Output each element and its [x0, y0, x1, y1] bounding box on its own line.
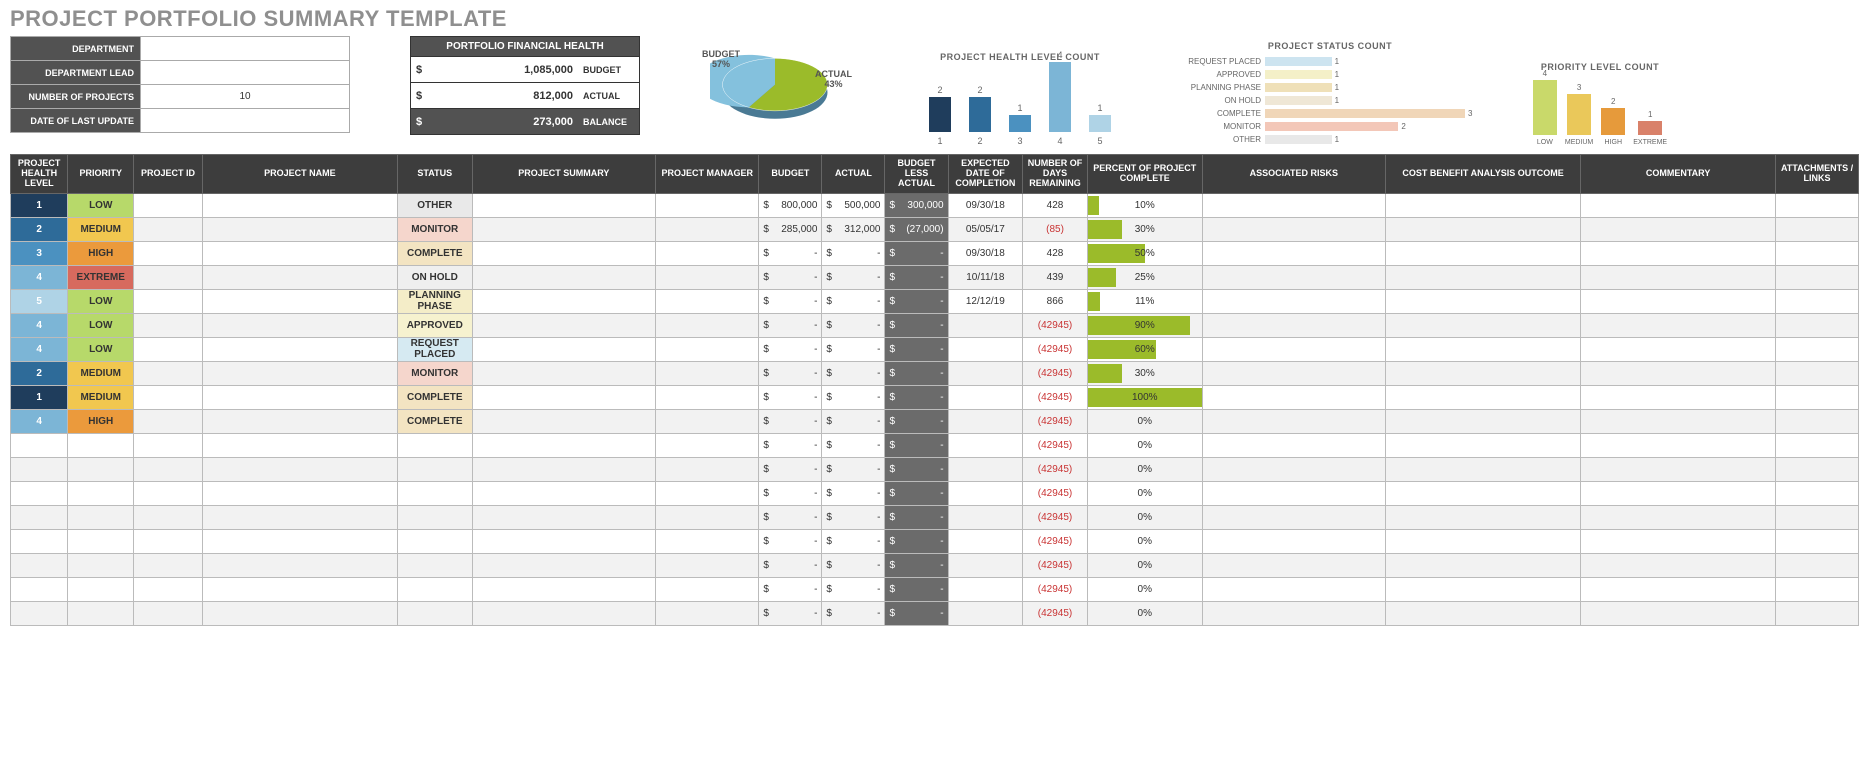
table-row[interactable]: 1 LOW OTHER $800,000 $500,000 $300,000 0… — [11, 193, 1859, 217]
status-bar-item: APPROVED 1 — [1180, 68, 1480, 81]
fin-balance-lbl: BALANCE — [579, 117, 639, 127]
health-bar-item: 2 1 — [929, 85, 951, 146]
table-row[interactable]: 4 EXTREME ON HOLD $- $- $- 10/11/18 439 … — [11, 265, 1859, 289]
info-label-date: DATE OF LAST UPDATE — [11, 109, 141, 133]
info-value-dept[interactable] — [141, 37, 350, 61]
status-bar-item: MONITOR 2 — [1180, 120, 1480, 133]
priority-bar-chart: PRIORITY LEVEL COUNT 4 LOW 3 MEDIUM 2 HI… — [1520, 62, 1680, 146]
status-bar-item: REQUEST PLACED 1 — [1180, 55, 1480, 68]
priority-bar-item: 4 LOW — [1533, 69, 1557, 146]
project-grid[interactable]: PROJECT HEALTH LEVELPRIORITYPROJECT IDPR… — [10, 154, 1859, 626]
column-header[interactable]: PROJECT SUMMARY — [472, 155, 656, 194]
column-header[interactable]: NUMBER OF DAYS REMAINING — [1023, 155, 1088, 194]
pie-chart: BUDGET57% ACTUAL43% — [690, 36, 860, 146]
priority-bar-item: 3 MEDIUM — [1565, 83, 1593, 146]
column-header[interactable]: STATUS — [397, 155, 472, 194]
info-label-num: NUMBER OF PROJECTS — [11, 85, 141, 109]
health-chart-title: PROJECT HEALTH LEVEL COUNT — [900, 52, 1140, 62]
status-chart-title: PROJECT STATUS COUNT — [1180, 41, 1480, 51]
table-row[interactable]: $- $- $- (42945) 0% — [11, 481, 1859, 505]
column-header[interactable]: ACTUAL — [822, 155, 885, 194]
table-row[interactable]: 3 HIGH COMPLETE $- $- $- 09/30/18 428 50… — [11, 241, 1859, 265]
status-bar-item: PLANNING PHASE 1 — [1180, 81, 1480, 94]
priority-bar-item: 2 HIGH — [1601, 97, 1625, 147]
fin-budget-val: 1,085,000 — [427, 64, 579, 76]
fin-balance-val: 273,000 — [427, 116, 579, 128]
column-header[interactable]: ASSOCIATED RISKS — [1202, 155, 1386, 194]
table-row[interactable]: 5 LOW PLANNING PHASE $- $- $- 12/12/19 8… — [11, 289, 1859, 313]
column-header[interactable]: PERCENT OF PROJECT COMPLETE — [1087, 155, 1202, 194]
info-value-date[interactable] — [141, 109, 350, 133]
status-bar-item: COMPLETE 3 — [1180, 107, 1480, 120]
fin-actual-val: 812,000 — [427, 90, 579, 102]
table-row[interactable]: $- $- $- (42945) 0% — [11, 529, 1859, 553]
health-bar-item: 2 2 — [969, 85, 991, 146]
health-bar-item: 1 5 — [1089, 103, 1111, 147]
financial-block: PORTFOLIO FINANCIAL HEALTH $1,085,000BUD… — [410, 36, 640, 135]
fin-budget-lbl: BUDGET — [579, 65, 639, 75]
column-header[interactable]: PRIORITY — [68, 155, 134, 194]
info-label-lead: DEPARTMENT LEAD — [11, 61, 141, 85]
table-row[interactable]: 2 MEDIUM MONITOR $- $- $- (42945) 30% — [11, 361, 1859, 385]
column-header[interactable]: PROJECT MANAGER — [656, 155, 759, 194]
column-header[interactable]: COST BENEFIT ANALYSIS OUTCOME — [1386, 155, 1581, 194]
table-row[interactable]: 4 LOW REQUEST PLACED $- $- $- (42945) 60… — [11, 337, 1859, 361]
health-bar-item: 4 4 — [1049, 50, 1071, 146]
info-table: DEPARTMENT DEPARTMENT LEAD NUMBER OF PRO… — [10, 36, 350, 133]
fin-actual-lbl: ACTUAL — [579, 91, 639, 101]
column-header[interactable]: EXPECTED DATE OF COMPLETION — [948, 155, 1023, 194]
column-header[interactable]: PROJECT NAME — [202, 155, 397, 194]
column-header[interactable]: PROJECT ID — [134, 155, 203, 194]
column-header[interactable]: COMMENTARY — [1581, 155, 1776, 194]
info-value-num[interactable]: 10 — [141, 85, 350, 109]
page-title: PROJECT PORTFOLIO SUMMARY TEMPLATE — [10, 6, 1859, 32]
info-label-dept: DEPARTMENT — [11, 37, 141, 61]
priority-bar-item: 1 EXTREME — [1633, 110, 1667, 146]
column-header[interactable]: BUDGET — [759, 155, 822, 194]
table-row[interactable]: $- $- $- (42945) 0% — [11, 433, 1859, 457]
table-row[interactable]: $- $- $- (42945) 0% — [11, 457, 1859, 481]
info-value-lead[interactable] — [141, 61, 350, 85]
table-row[interactable]: 4 HIGH COMPLETE $- $- $- (42945) 0% — [11, 409, 1859, 433]
table-row[interactable]: 2 MEDIUM MONITOR $285,000 $312,000 $(27,… — [11, 217, 1859, 241]
table-row[interactable]: 1 MEDIUM COMPLETE $- $- $- (42945) 100% — [11, 385, 1859, 409]
health-bar-chart: PROJECT HEALTH LEVEL COUNT 2 1 2 2 1 3 4… — [900, 52, 1140, 146]
status-bar-item: ON HOLD 1 — [1180, 94, 1480, 107]
table-row[interactable]: $- $- $- (42945) 0% — [11, 553, 1859, 577]
financial-title: PORTFOLIO FINANCIAL HEALTH — [410, 36, 640, 57]
table-row[interactable]: $- $- $- (42945) 0% — [11, 601, 1859, 625]
table-row[interactable]: $- $- $- (42945) 0% — [11, 505, 1859, 529]
status-bar-chart: PROJECT STATUS COUNT REQUEST PLACED 1 AP… — [1180, 41, 1480, 146]
table-row[interactable]: $- $- $- (42945) 0% — [11, 577, 1859, 601]
health-bar-item: 1 3 — [1009, 103, 1031, 147]
column-header[interactable]: ATTACHMENTS / LINKS — [1776, 155, 1859, 194]
pie-label-budget: BUDGET57% — [702, 50, 740, 70]
status-bar-item: OTHER 1 — [1180, 133, 1480, 146]
pie-label-actual: ACTUAL43% — [815, 70, 852, 90]
table-row[interactable]: 4 LOW APPROVED $- $- $- (42945) 90% — [11, 313, 1859, 337]
column-header[interactable]: PROJECT HEALTH LEVEL — [11, 155, 68, 194]
column-header[interactable]: BUDGET LESS ACTUAL — [885, 155, 948, 194]
